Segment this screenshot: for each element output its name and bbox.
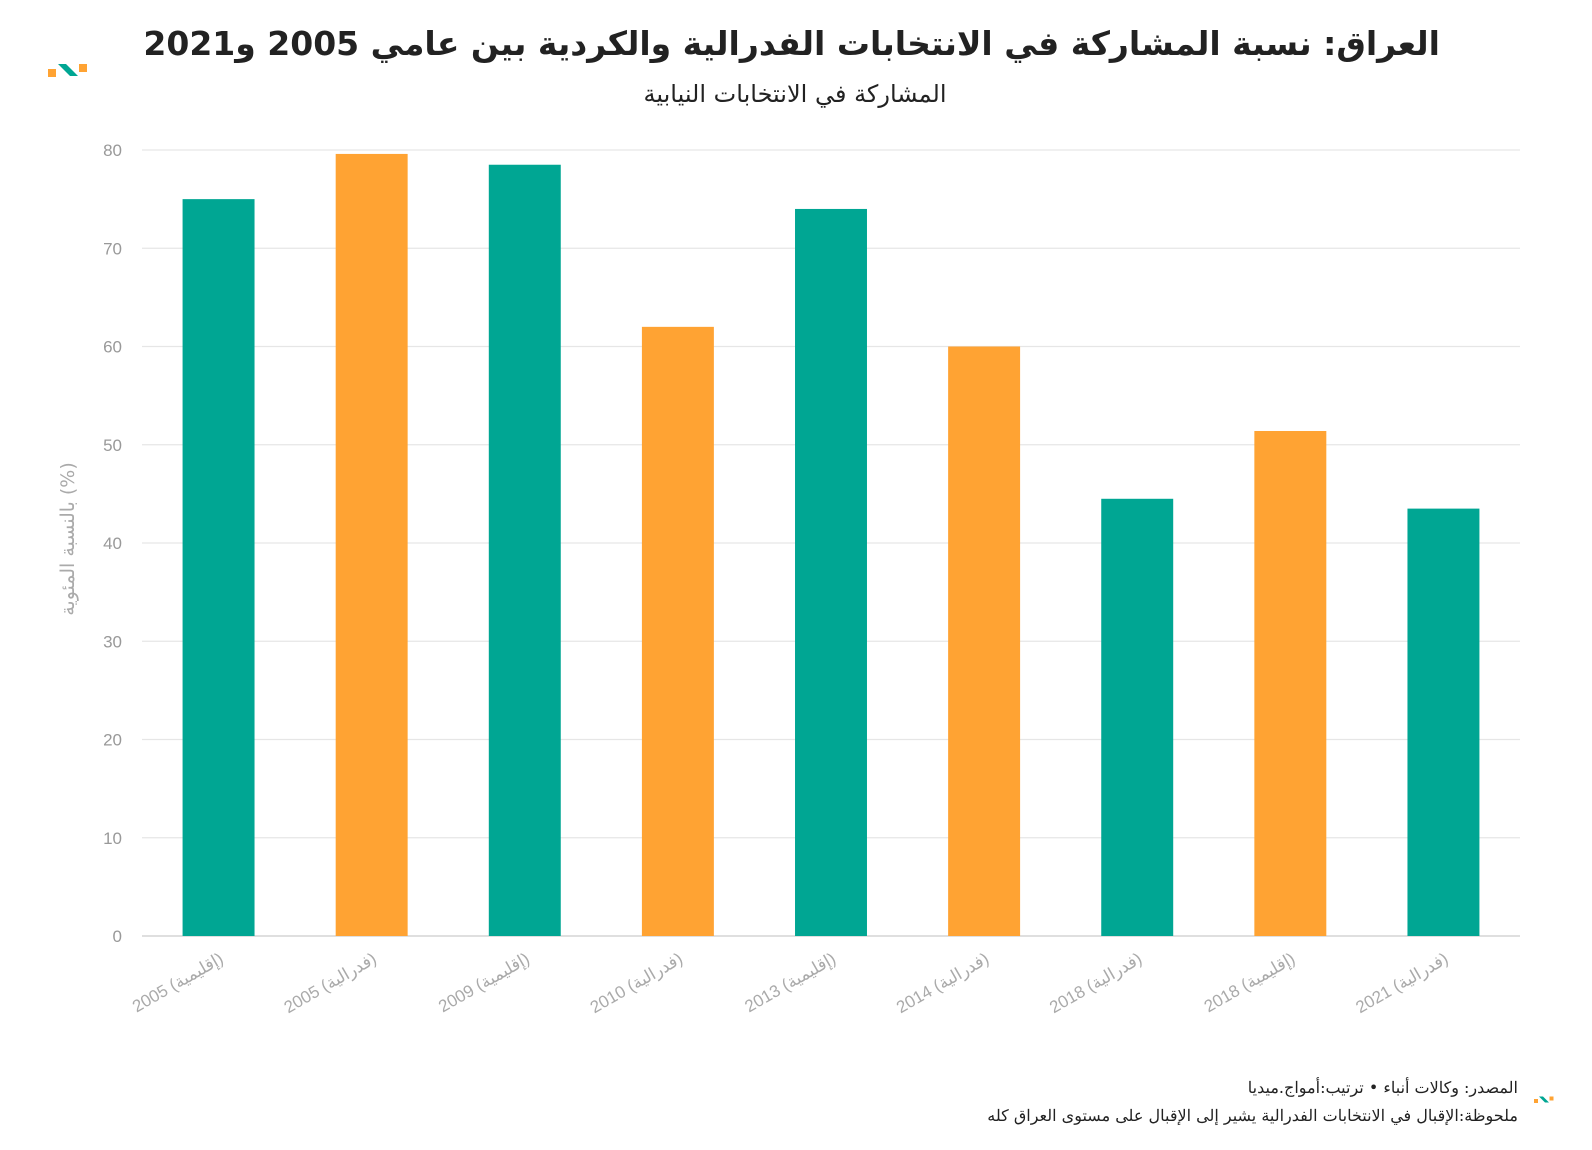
y-tick-label: 20: [103, 731, 122, 750]
bar-chart: 0 10 20 30 40 50 60 70 80 2005 (إقليمية) 2005 (فدر…: [103, 141, 1520, 1018]
y-tick-label: 30: [103, 632, 122, 651]
source-note: المصدر: وكالات أنباء • ترتيب:أمواج.ميديا: [1247, 1078, 1518, 1097]
y-tick-label: 80: [103, 141, 122, 160]
bar: [1407, 508, 1480, 936]
x-tick-label: 2005 (فدرالية): [281, 949, 380, 1018]
chart-subtitle: المشاركة في الانتخابات النيابية: [643, 80, 947, 108]
y-tick-label: 10: [103, 829, 122, 848]
bar: [1101, 498, 1174, 936]
y-tick-label: 40: [103, 534, 122, 553]
x-tick-label: 2018 (فدرالية): [1046, 949, 1145, 1018]
bar: [1254, 430, 1327, 936]
bar: [488, 164, 561, 937]
x-tick-label: 2010 (فدرالية): [587, 949, 686, 1018]
y-tick-label: 0: [113, 927, 122, 946]
bar: [795, 208, 867, 936]
y-tick-label: 60: [103, 338, 122, 357]
x-tick-label: 2013 (إقليمية): [742, 949, 839, 1016]
x-tick-label: 2021 (فدرالية): [1353, 949, 1452, 1018]
x-tick-label: 2018 (إقليمية): [1201, 949, 1298, 1016]
y-tick-label: 70: [103, 239, 122, 258]
x-tick-label: 2005 (إقليمية): [129, 949, 226, 1016]
x-tick-label: 2009 (إقليمية): [435, 949, 532, 1016]
bar: [182, 199, 255, 936]
bar: [641, 326, 714, 937]
chart-title: العراق: نسبة المشاركة في الانتخابات الفد…: [143, 24, 1440, 63]
bar: [948, 346, 1021, 936]
y-tick-label: 50: [103, 436, 122, 455]
brand-logo-icon: [48, 64, 87, 77]
footnote: ملحوظة:الإقبال في الانتخابات الفدرالية ي…: [987, 1106, 1518, 1125]
bar: [335, 153, 408, 936]
x-tick-label: 2014 (فدرالية): [893, 949, 992, 1018]
brand-logo-small-icon: [1534, 1096, 1554, 1103]
